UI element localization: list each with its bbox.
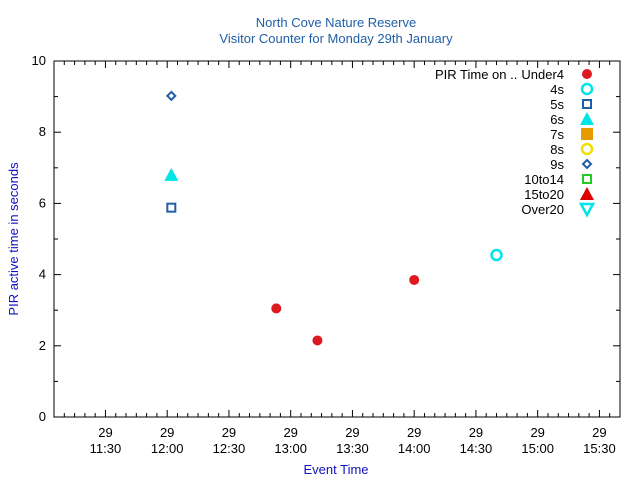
legend-marker — [580, 142, 594, 156]
legend-label: 9s — [550, 157, 564, 172]
legend-title: PIR Time on .. — [435, 67, 517, 82]
chart-subtitle: Visitor Counter for Monday 29th January — [219, 31, 453, 46]
legend-label: 4s — [550, 82, 564, 97]
y-tick-label: 8 — [39, 124, 46, 139]
x-tick-label-time: 15:00 — [521, 441, 554, 456]
legend-marker — [581, 128, 593, 140]
y-axis-label: PIR active time in seconds — [6, 162, 21, 316]
legend-marker — [582, 99, 592, 109]
x-tick-label-day: 29 — [407, 425, 421, 440]
x-tick-label-day: 29 — [530, 425, 544, 440]
x-tick-label-day: 29 — [345, 425, 359, 440]
y-tick-label: 6 — [39, 195, 46, 210]
legend-marker — [580, 187, 594, 200]
x-tick-label-time: 13:30 — [336, 441, 369, 456]
x-axis-label: Event Time — [303, 462, 368, 477]
y-tick-label: 10 — [32, 53, 46, 68]
data-point — [166, 202, 177, 213]
x-tick-label-time: 12:30 — [213, 441, 246, 456]
legend-marker — [581, 158, 593, 170]
x-tick-label-day: 29 — [283, 425, 297, 440]
legend-marker — [580, 112, 594, 125]
legend-marker — [578, 202, 596, 218]
x-tick-label-time: 13:00 — [274, 441, 307, 456]
x-tick-label-day: 29 — [592, 425, 606, 440]
y-tick-label: 2 — [39, 338, 46, 353]
x-tick-label-day: 29 — [160, 425, 174, 440]
legend-label: 15to20 — [524, 187, 564, 202]
x-tick-label-day: 29 — [469, 425, 483, 440]
legend-label: 5s — [550, 97, 564, 112]
x-tick-label-time: 15:30 — [583, 441, 616, 456]
legend-marker — [582, 174, 592, 184]
x-tick-label-time: 14:30 — [460, 441, 493, 456]
data-point — [312, 335, 323, 346]
data-point — [164, 167, 179, 181]
legend-label: 6s — [550, 112, 564, 127]
x-tick-label-day: 29 — [222, 425, 236, 440]
legend-marker — [582, 69, 592, 79]
legend-label: 8s — [550, 142, 564, 157]
data-point — [271, 303, 282, 314]
x-tick-label-time: 12:00 — [151, 441, 184, 456]
chart-title: North Cove Nature Reserve — [256, 15, 416, 30]
data-point — [490, 248, 503, 262]
data-point — [165, 90, 177, 102]
plot-area-frame — [53, 60, 621, 418]
x-tick-label-time: 11:30 — [90, 441, 122, 456]
legend-marker — [580, 82, 594, 96]
x-tick-label-day: 29 — [98, 425, 112, 440]
legend-label: 10to14 — [524, 172, 564, 187]
y-tick-label: 4 — [39, 267, 46, 282]
legend-label: Over20 — [521, 202, 564, 217]
data-point — [409, 274, 420, 285]
y-tick-label: 0 — [39, 409, 46, 424]
legend-label: Under4 — [521, 67, 564, 82]
x-tick-label-time: 14:00 — [398, 441, 431, 456]
legend-label: 7s — [550, 127, 564, 142]
